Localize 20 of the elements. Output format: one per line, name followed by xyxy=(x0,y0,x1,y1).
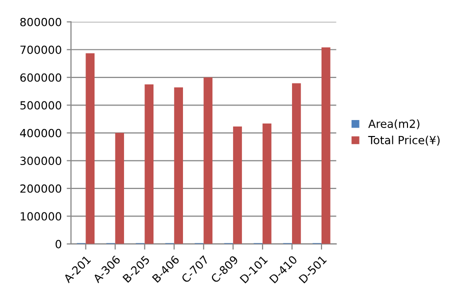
legend-label: Total Price(¥) xyxy=(368,136,440,146)
y-tick-label: 700000 xyxy=(20,46,62,54)
y-tick-label: 300000 xyxy=(20,156,62,166)
bar xyxy=(262,123,272,244)
bar xyxy=(292,83,301,244)
y-tick-label: 400000 xyxy=(20,128,62,138)
legend-label: Area(m2) xyxy=(368,119,420,130)
y-tick-label: 800000 xyxy=(20,18,62,26)
bar xyxy=(144,84,154,244)
y-tick-label: 200000 xyxy=(20,184,62,193)
y-tick-label: 100000 xyxy=(20,212,62,221)
bar xyxy=(233,126,242,244)
bar xyxy=(115,132,124,244)
bar xyxy=(86,53,95,244)
bar xyxy=(174,87,183,244)
y-tick-label: 0 xyxy=(56,240,62,248)
y-tick-label: 600000 xyxy=(20,73,62,82)
bar xyxy=(204,77,212,244)
bar xyxy=(322,47,330,244)
y-tick-label: 500000 xyxy=(20,101,62,110)
